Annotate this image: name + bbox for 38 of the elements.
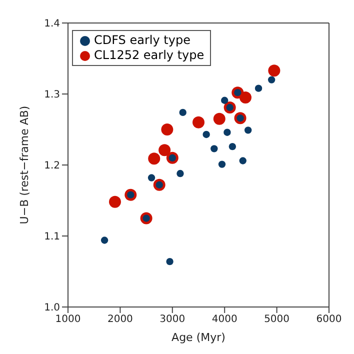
x-tick-label: 3000 <box>160 314 186 326</box>
x-tick-label: 6000 <box>316 314 342 326</box>
point <box>108 196 121 208</box>
x-tick-label: 4000 <box>212 314 238 326</box>
x-axis-title: Age (Myr) <box>172 331 226 344</box>
point <box>176 170 184 178</box>
point <box>148 152 160 165</box>
point <box>161 124 174 136</box>
y-axis-title: U−B (rest−frame AB) <box>18 106 31 224</box>
point <box>228 142 236 150</box>
point <box>179 108 186 116</box>
point <box>268 64 280 77</box>
point <box>218 160 226 168</box>
x-tick-label: 2000 <box>107 314 133 326</box>
x-tick-label: 5000 <box>264 314 290 326</box>
point <box>244 126 252 134</box>
point <box>210 145 218 152</box>
point <box>166 258 174 266</box>
x-tick-label: 1000 <box>55 314 81 326</box>
point <box>268 76 276 84</box>
point <box>192 116 204 128</box>
point <box>148 174 156 182</box>
point <box>221 96 228 104</box>
point <box>239 92 252 104</box>
point <box>158 144 171 156</box>
y-tick-label: 1.2 <box>44 160 60 172</box>
point <box>100 236 108 244</box>
point <box>254 84 262 92</box>
y-tick-label: 1.3 <box>44 90 60 101</box>
point <box>202 130 210 138</box>
y-tick-label: 1.1 <box>44 232 60 243</box>
point <box>224 128 231 136</box>
legend-label: CDFS early type <box>94 33 190 48</box>
point <box>239 157 246 164</box>
y-tick-label: 1.0 <box>44 302 60 314</box>
legend-label: CL1252 early type <box>94 48 204 63</box>
point <box>213 112 226 125</box>
y-tick-label: 1.4 <box>44 18 60 30</box>
